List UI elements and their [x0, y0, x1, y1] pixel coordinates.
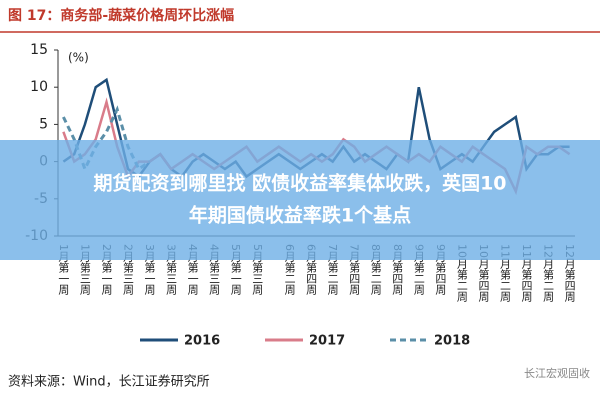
banner-text: 期货配资到哪里找 欧债收益率集体收跌，英国10	[93, 172, 506, 195]
banner-text: 年期国债收益率跌1个基点	[189, 204, 411, 227]
legend-label: 2017	[309, 334, 345, 349]
y-tick-label: 15	[30, 42, 48, 58]
banner-bg	[0, 140, 600, 260]
source: 资料来源：Wind，长江证券研究所	[8, 374, 210, 390]
y-axis-label: (%)	[68, 51, 89, 65]
legend-label: 2018	[434, 334, 470, 349]
y-tick-label: 5	[39, 116, 48, 132]
y-tick-label: 10	[30, 79, 48, 95]
chart-title: 图 17：商务部-蔬菜价格周环比涨幅	[8, 7, 234, 24]
legend-label: 2016	[184, 334, 220, 349]
watermark: 长江宏观固收	[524, 366, 590, 380]
